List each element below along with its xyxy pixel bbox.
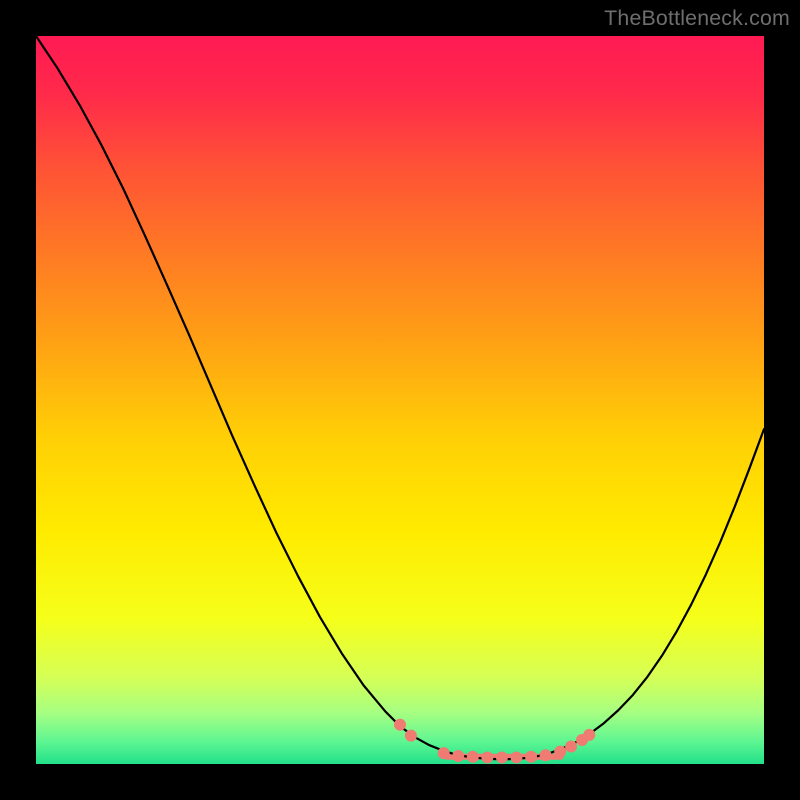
watermark-text: TheBottleneck.com (604, 6, 790, 31)
sample-point (452, 750, 464, 762)
sample-point (583, 729, 595, 741)
sample-point (405, 730, 417, 742)
plot-background (36, 36, 764, 764)
sample-point (525, 751, 537, 763)
sample-point (394, 719, 406, 731)
sample-point (496, 751, 508, 763)
sample-point (565, 741, 577, 753)
sample-point (467, 751, 479, 763)
stage: TheBottleneck.com (0, 0, 800, 800)
sample-point (481, 751, 493, 763)
sample-point (540, 749, 552, 761)
sample-point (438, 747, 450, 759)
bottleneck-chart (0, 0, 800, 800)
sample-point (510, 751, 522, 763)
sample-point (554, 746, 566, 758)
